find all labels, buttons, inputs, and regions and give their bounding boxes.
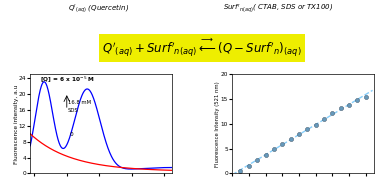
Text: $Surf'_{n(aq)}$( CTAB, SDS or TX100): $Surf'_{n(aq)}$( CTAB, SDS or TX100) xyxy=(223,2,333,14)
Point xyxy=(346,103,352,106)
Point xyxy=(246,165,252,167)
Point xyxy=(288,138,294,141)
Text: SDS: SDS xyxy=(68,108,78,113)
Text: 16.8 mM: 16.8 mM xyxy=(68,100,91,105)
Point xyxy=(329,112,335,115)
Y-axis label: Fluorescence intensity, a.u: Fluorescence intensity, a.u xyxy=(14,84,19,164)
Point xyxy=(237,170,243,173)
Point xyxy=(304,127,310,130)
Text: 0: 0 xyxy=(69,132,73,137)
Point xyxy=(262,153,268,156)
Point xyxy=(271,147,277,150)
Text: $Q'_{(aq)} + Surf'_{n(aq)}\overset{\longrightarrow}{\longleftarrow}(Q - Surf'_n): $Q'_{(aq)} + Surf'_{n(aq)}\overset{\long… xyxy=(102,37,302,59)
Text: $Q'_{(aq)}$ (Quercetin): $Q'_{(aq)}$ (Quercetin) xyxy=(68,2,130,14)
Point xyxy=(279,142,285,145)
Point xyxy=(338,107,344,110)
Point xyxy=(313,124,319,127)
Point xyxy=(363,95,369,98)
Point xyxy=(254,158,260,161)
Y-axis label: Fluorescence Intensity (521 nm): Fluorescence Intensity (521 nm) xyxy=(215,81,220,167)
Text: [Q] = 6 x 10$^{-5}$ M: [Q] = 6 x 10$^{-5}$ M xyxy=(40,75,95,85)
Point xyxy=(321,118,327,120)
Point xyxy=(296,133,302,136)
Point xyxy=(355,99,361,102)
